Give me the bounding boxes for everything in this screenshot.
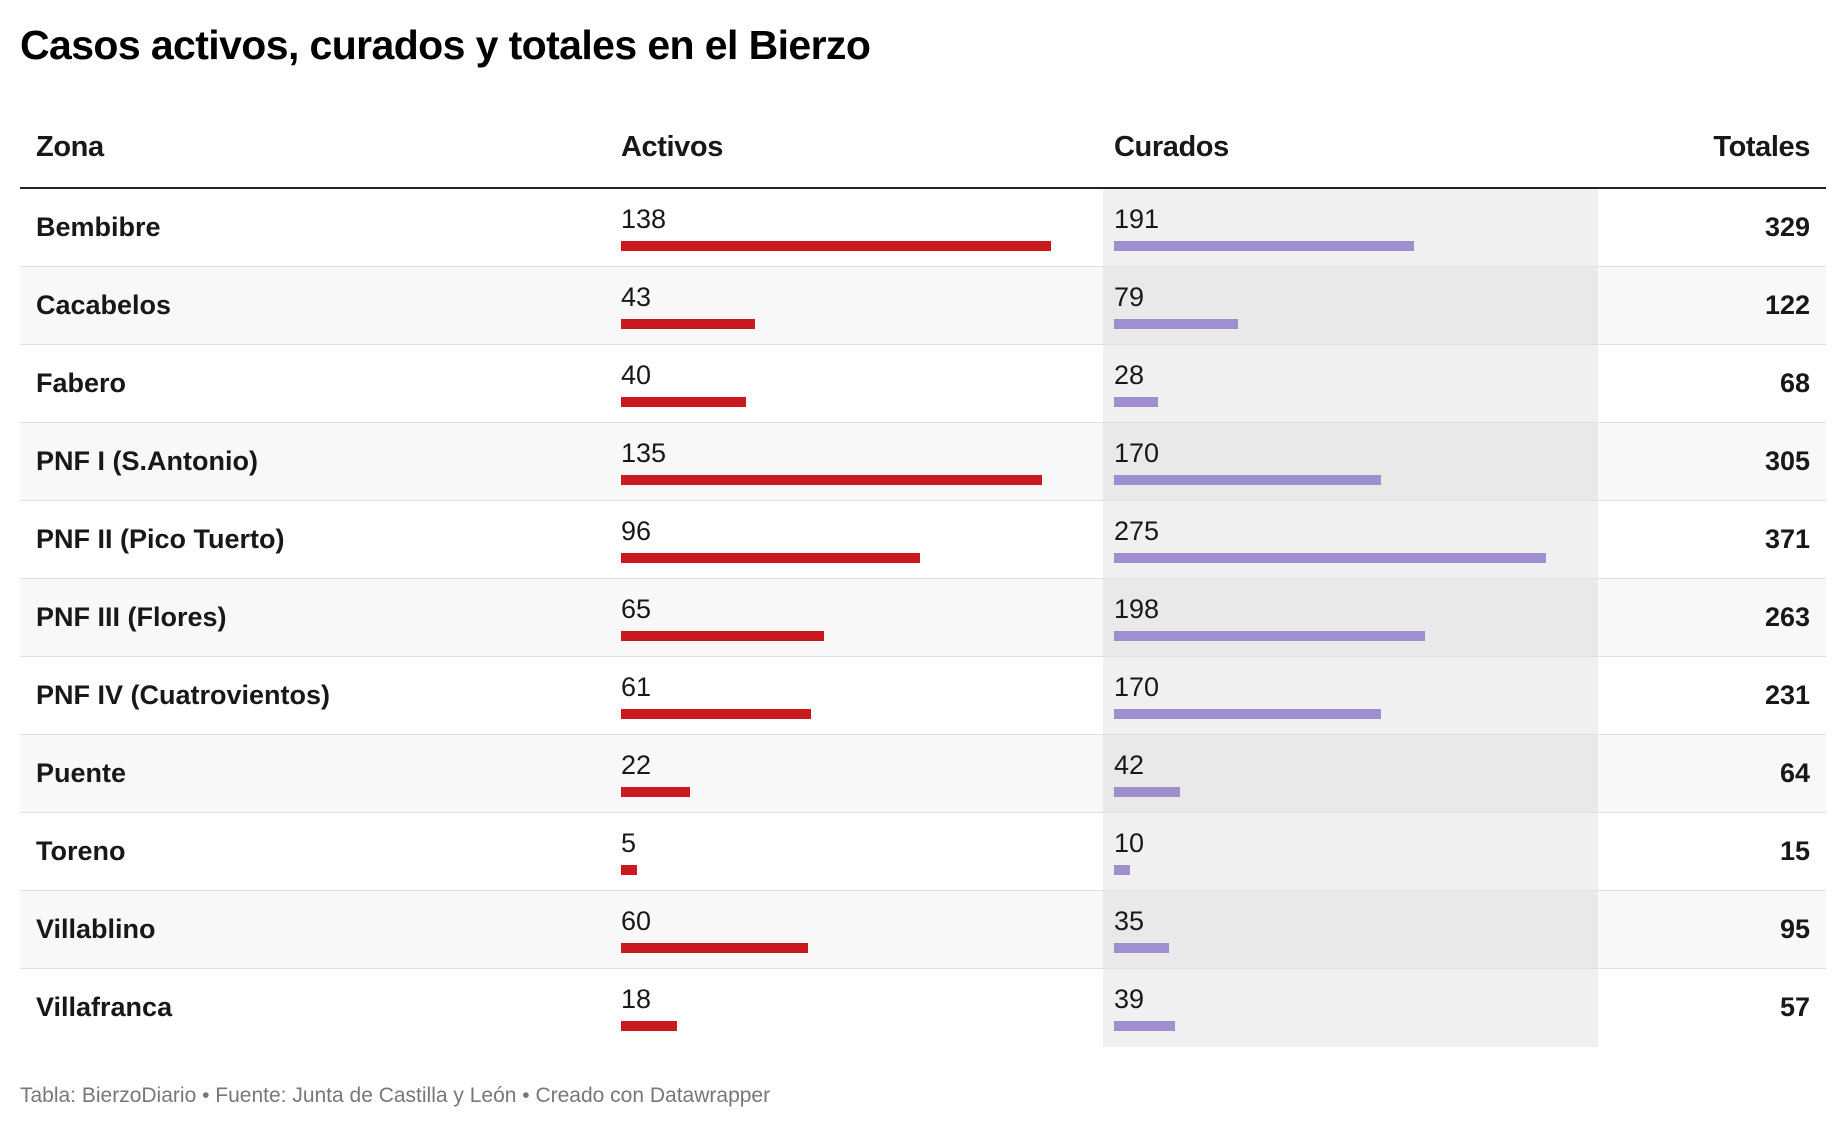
totales-value: 95: [1779, 914, 1810, 944]
header-activos: Activos: [621, 131, 723, 163]
curados-value: 191: [1114, 204, 1160, 234]
activos-value: 61: [621, 672, 652, 702]
zona-label: Fabero: [36, 368, 127, 398]
totales-value: 57: [1779, 992, 1810, 1022]
totales-value: 263: [1764, 602, 1810, 632]
curados-bar: [1114, 1021, 1175, 1031]
activos-bar: [621, 319, 755, 329]
curados-bar: [1114, 865, 1130, 875]
curados-bar: [1114, 553, 1546, 563]
curados-bar: [1114, 943, 1169, 953]
activos-value: 135: [621, 438, 667, 468]
activos-value: 60: [621, 906, 652, 936]
data-table: Zona Activos Curados Totales Bembibre 138…: [20, 104, 1826, 1047]
curados-value: 39: [1114, 984, 1145, 1014]
totales-value: 329: [1764, 212, 1810, 242]
totales-value: 305: [1764, 446, 1810, 476]
table-row: Puente 22 42 64: [20, 735, 1826, 813]
activos-bar: [621, 553, 920, 563]
activos-bar: [621, 241, 1051, 251]
activos-bar: [621, 1021, 677, 1031]
table-row: Fabero 40 28 68: [20, 345, 1826, 423]
curados-bar: [1114, 397, 1158, 407]
table-header: Zona Activos Curados Totales: [20, 104, 1826, 189]
chart-footer: Tabla: BierzoDiario • Fuente: Junta de C…: [20, 1084, 771, 1107]
table-body: Bembibre 138 191 329 Cacabelos 43 79 122 Fabero 4…: [20, 189, 1826, 1046]
totales-value: 122: [1764, 290, 1810, 320]
zona-label: Cacabelos: [36, 290, 172, 320]
activos-value: 22: [621, 750, 652, 780]
activos-value: 18: [621, 984, 652, 1014]
zona-label: Villablino: [36, 914, 156, 944]
totales-value: 68: [1779, 368, 1810, 398]
totales-value: 371: [1764, 524, 1810, 554]
header-zona: Zona: [36, 131, 104, 163]
activos-value: 5: [621, 828, 637, 858]
curados-bar: [1114, 631, 1425, 641]
activos-bar: [621, 397, 746, 407]
header-totales: Totales: [1713, 131, 1810, 163]
activos-bar: [621, 943, 808, 953]
zona-label: PNF IV (Cuatrovientos): [36, 680, 331, 710]
chart-title: Casos activos, curados y totales en el B…: [20, 22, 871, 68]
curados-bar: [1114, 787, 1180, 797]
table-row: Bembibre 138 191 329: [20, 189, 1826, 267]
table-row: PNF III (Flores) 65 198 263: [20, 579, 1826, 657]
totales-value: 231: [1764, 680, 1810, 710]
activos-bar: [621, 475, 1042, 485]
table-row: Villablino 60 35 95: [20, 891, 1826, 969]
curados-value: 198: [1114, 594, 1160, 624]
activos-bar: [621, 787, 690, 797]
curados-value: 170: [1114, 672, 1160, 702]
activos-value: 40: [621, 360, 652, 390]
activos-bar: [621, 631, 824, 641]
activos-bar: [621, 709, 811, 719]
curados-bar: [1114, 241, 1414, 251]
curados-bar: [1114, 475, 1381, 485]
zona-label: PNF III (Flores): [36, 602, 227, 632]
table-row: PNF II (Pico Tuerto) 96 275 371: [20, 501, 1826, 579]
activos-bar: [621, 865, 637, 875]
zona-label: PNF II (Pico Tuerto): [36, 524, 285, 554]
zona-label: Toreno: [36, 836, 126, 866]
zona-label: Bembibre: [36, 212, 161, 242]
totales-value: 64: [1779, 758, 1810, 788]
activos-value: 138: [621, 204, 667, 234]
zona-label: Puente: [36, 758, 127, 788]
curados-value: 170: [1114, 438, 1160, 468]
table-row: Cacabelos 43 79 122: [20, 267, 1826, 345]
zona-label: Villafranca: [36, 992, 173, 1022]
activos-value: 96: [621, 516, 652, 546]
curados-value: 28: [1114, 360, 1145, 390]
activos-value: 43: [621, 282, 652, 312]
curados-bar: [1114, 319, 1238, 329]
curados-column-background: [1103, 188, 1598, 1047]
activos-value: 65: [621, 594, 652, 624]
curados-value: 35: [1114, 906, 1145, 936]
curados-value: 10: [1114, 828, 1145, 858]
table-row: Villafranca 18 39 57: [20, 969, 1826, 1046]
curados-bar: [1114, 709, 1381, 719]
header-curados: Curados: [1114, 131, 1229, 163]
curados-value: 42: [1114, 750, 1145, 780]
totales-value: 15: [1779, 836, 1810, 866]
table-row: PNF I (S.Antonio) 135 170 305: [20, 423, 1826, 501]
table-row: PNF IV (Cuatrovientos) 61 170 231: [20, 657, 1826, 735]
table-row: Toreno 5 10 15: [20, 813, 1826, 891]
curados-value: 275: [1114, 516, 1160, 546]
zona-label: PNF I (S.Antonio): [36, 446, 258, 476]
curados-value: 79: [1114, 282, 1145, 312]
